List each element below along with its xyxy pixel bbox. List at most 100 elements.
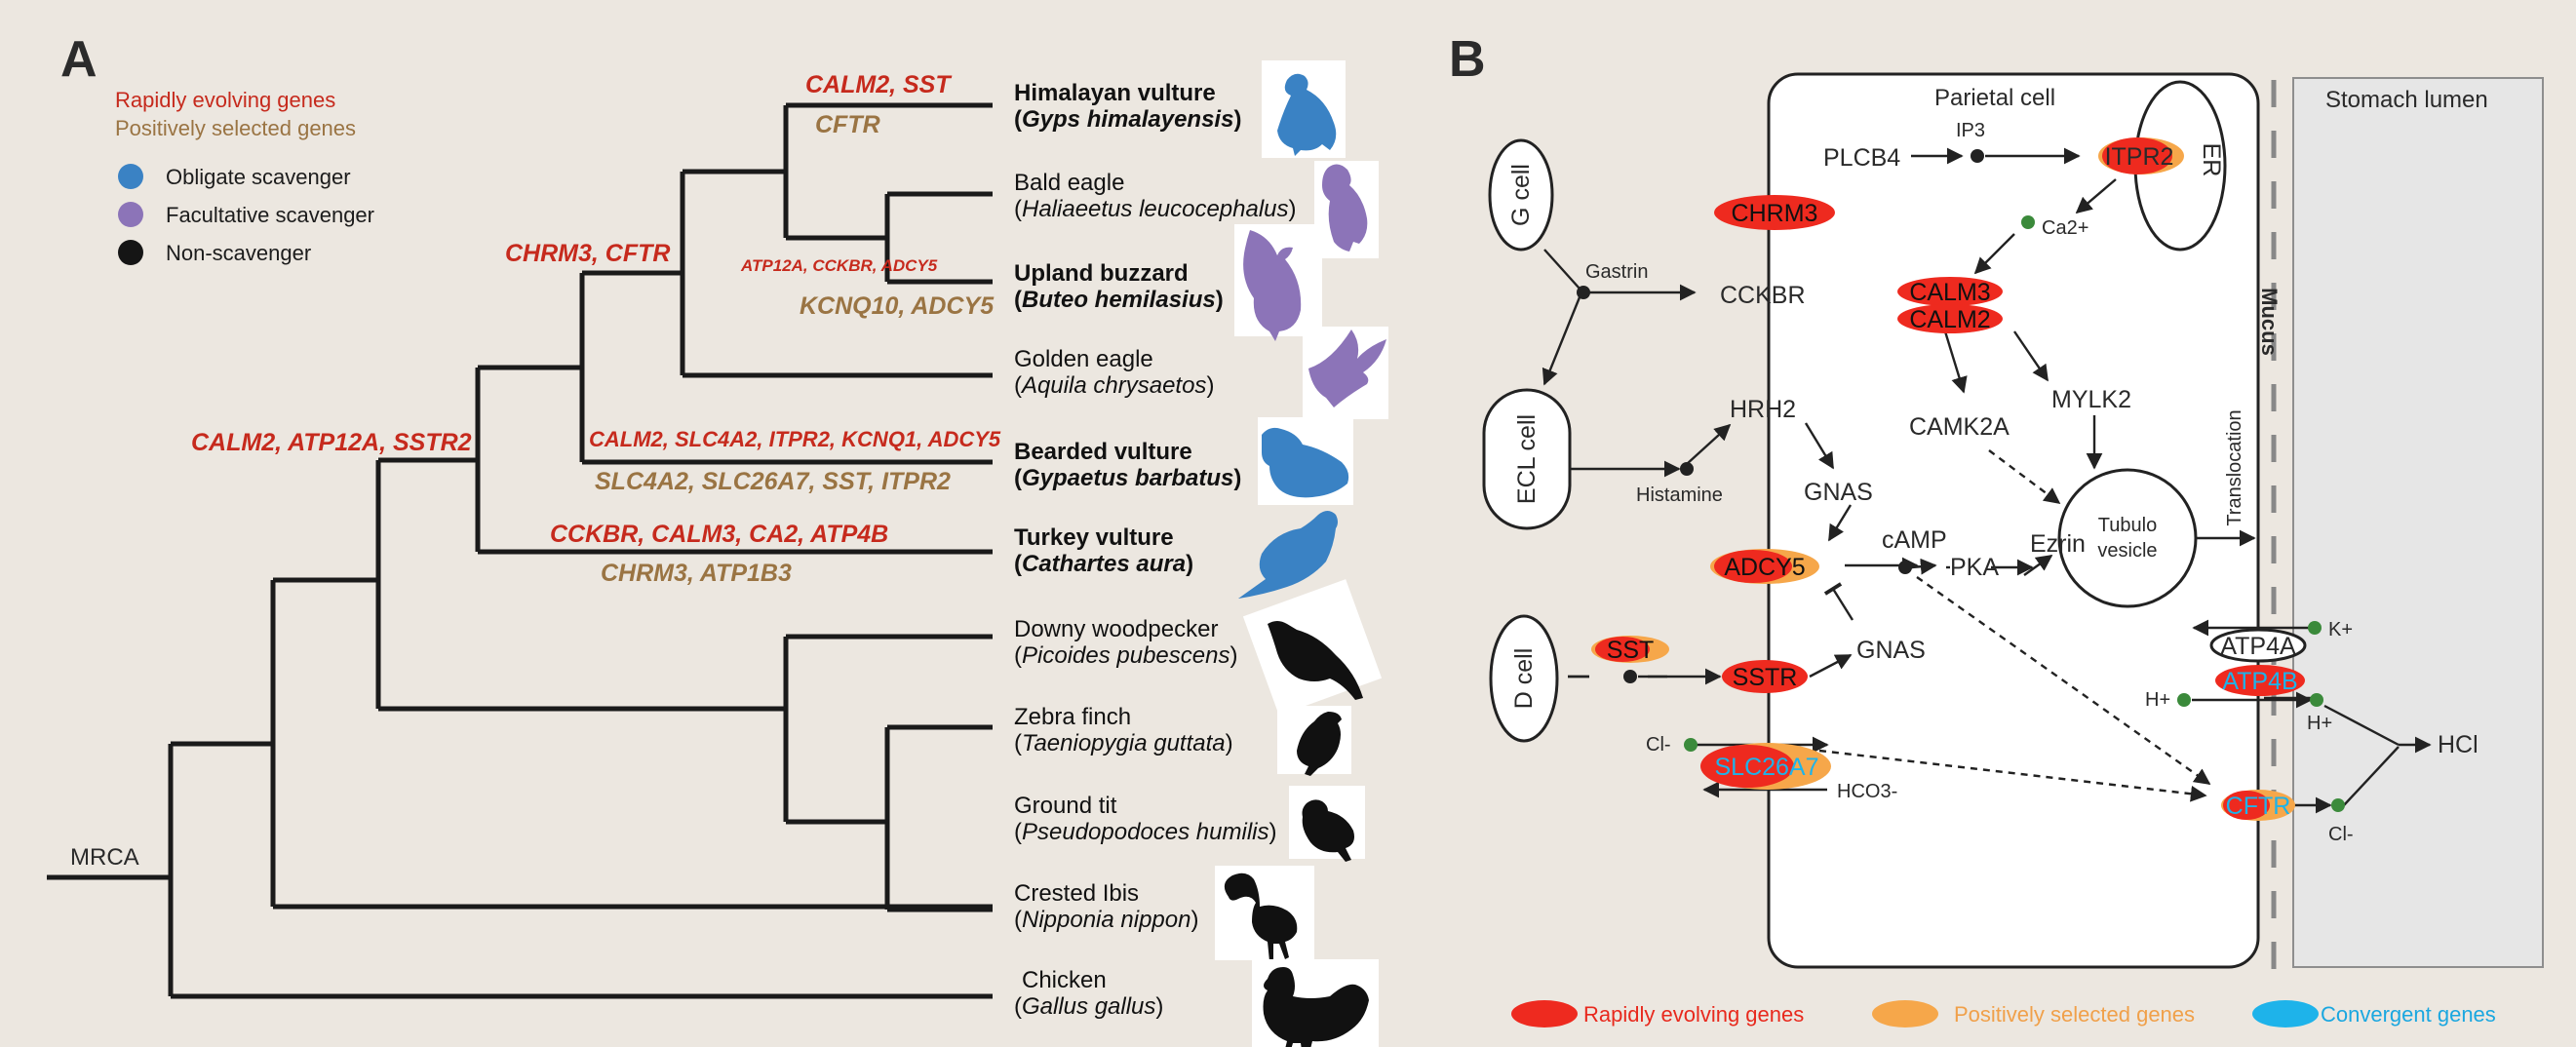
facultative-dot: [118, 202, 143, 227]
calm2-label: CALM2: [1909, 306, 1990, 333]
legend-rapid-a: Rapidly evolving genes: [115, 88, 335, 112]
gene-buzzard-positive: KCNQ10, ADCY5: [800, 292, 995, 320]
gastrin-label: Gastrin: [1585, 261, 1648, 283]
slc26a7-label: SLC26A7: [1714, 754, 1818, 781]
k-plus-label: K+: [2328, 619, 2353, 640]
finch-icon: [1297, 712, 1342, 776]
panel-b-legend: Rapidly evolving genes Positively select…: [1511, 1000, 2496, 1028]
legend-obligate: Obligate scavenger: [166, 165, 351, 189]
itpr2-marker-inner: [2102, 137, 2172, 174]
legend-positive-b: Positively selected genes: [1954, 1002, 2195, 1027]
calm3-label: CALM3: [1909, 279, 1990, 306]
eagle-icon: [1322, 164, 1368, 252]
sst-marker-inner: [1595, 637, 1650, 662]
species-common: Golden eagle: [1014, 346, 1153, 372]
species-latin: (Cathartes aura): [1014, 551, 1193, 577]
legend-convergent-swatch: [2252, 1000, 2319, 1028]
obligate-dot: [118, 164, 143, 189]
species-common: Crested Ibis: [1014, 880, 1139, 907]
g-cell-label: G cell: [1507, 164, 1535, 226]
gene-turkey-positive: CHRM3, ATP1B3: [601, 560, 792, 587]
legend-rapid-b: Rapidly evolving genes: [1583, 1002, 1804, 1027]
stomach-lumen-label: Stomach lumen: [2325, 87, 2488, 113]
species-common: Bearded vulture: [1014, 439, 1192, 465]
vulture-icon: [1277, 73, 1337, 156]
gene-turkey-rapid: CCKBR, CALM3, CA2, ATP4B: [550, 521, 888, 548]
gene-raptor-rapid: CALM2, ATP12A, SSTR2: [191, 429, 472, 456]
species-latin: (Gypaetus barbatus): [1014, 465, 1241, 491]
panel-b-letter: B: [1449, 31, 1486, 88]
species-common: Downy woodpecker: [1014, 616, 1218, 642]
ecl-cell: [1482, 388, 1572, 530]
chicken-icon: [1263, 967, 1369, 1047]
cl-out-label: Cl-: [2328, 824, 2354, 845]
species-latin: (Haliaeetus leucocephalus): [1014, 196, 1297, 222]
sstr-marker: [1722, 660, 1808, 693]
legend-rapid-swatch: [1511, 1000, 1578, 1028]
species-latin: (Nipponia nippon): [1014, 907, 1198, 933]
d-cell: [1489, 614, 1559, 743]
itpr2-label: ITPR2: [2105, 143, 2174, 171]
vesicle-label: vesicle: [2097, 540, 2157, 562]
bird-silhouettes: [1215, 60, 1388, 1047]
panel-a-letter: A: [60, 31, 98, 88]
parietal-cell-label: Parietal cell: [1934, 85, 2055, 111]
sstr-label: SSTR: [1733, 664, 1798, 691]
calm2-marker: [1897, 304, 2003, 333]
d-cell-label: D cell: [1510, 648, 1538, 710]
camk2a-label: CAMK2A: [1909, 413, 2010, 441]
pathway-labels: Gastrin Histamine CCKBR HRH2 CHRM3 PLCB4…: [1585, 120, 2478, 845]
parietal-cell: [1767, 72, 2260, 969]
legend-facultative: Facultative scavenger: [166, 203, 374, 227]
woodpecker-icon: [1268, 621, 1363, 700]
metabolite-dots: [1577, 149, 2345, 812]
gene-bearded-positive: SLC4A2, SLC26A7, SST, ITPR2: [595, 468, 951, 495]
atp4a-marker: [2209, 628, 2307, 663]
species-latin: (Aquila chrysaetos): [1014, 372, 1214, 399]
ecl-cell-label: ECL cell: [1513, 414, 1541, 504]
gnas-lower-label: GNAS: [1856, 637, 1926, 664]
legend-positive-a: Positively selected genes: [115, 116, 356, 140]
species-common: Chicken: [1022, 967, 1107, 993]
chrm3-label: CHRM3: [1732, 200, 1818, 227]
non-scavenger-dot: [118, 240, 143, 265]
histamine-label: Histamine: [1636, 485, 1723, 506]
ground-tit-icon: [1302, 799, 1354, 862]
cftr-label: CFTR: [2226, 793, 2291, 820]
panel-a: A Rapidly evolving genes Positively sele…: [47, 31, 1388, 1047]
adcy5-marker-inner: [1714, 550, 1792, 583]
species-labels: Himalayan vulture (Gyps himalayensis) Ba…: [1014, 80, 1297, 1020]
gene-eagles-rapid: ATP12A, CCKBR, ADCY5: [740, 256, 938, 275]
translocation-label: Translocation: [2224, 409, 2245, 525]
golden-eagle-icon: [1308, 330, 1386, 407]
mucus-label: Mucus: [2257, 288, 2282, 356]
cckbr-label: CCKBR: [1720, 282, 1806, 309]
species-common: Zebra finch: [1014, 704, 1131, 730]
gene-himalayan-positive: CFTR: [815, 111, 880, 138]
species-latin: (Taeniopygia guttata): [1014, 730, 1233, 756]
buzzard-icon: [1243, 230, 1302, 341]
gnas-upper-label: GNAS: [1804, 479, 1873, 506]
species-latin: (Buteo hemilasius): [1014, 287, 1224, 313]
er-label: ER: [2198, 143, 2225, 177]
hcl-label: HCl: [2438, 731, 2478, 758]
stomach-lumen: [2292, 77, 2544, 968]
species-latin: (Picoides pubescens): [1014, 642, 1237, 669]
camp-label: cAMP: [1882, 526, 1947, 554]
mrca-label: MRCA: [70, 844, 139, 871]
mylk2-label: MYLK2: [2051, 386, 2131, 413]
species-latin: (Pseudopodoces humilis): [1014, 819, 1277, 845]
sst-label: SST: [1607, 637, 1655, 664]
tubulo-label: Tubulo: [2098, 515, 2157, 536]
ezrin-label: Ezrin: [2030, 530, 2086, 558]
phylogenetic-tree: [47, 102, 993, 999]
cftr-marker-inner: [2223, 791, 2270, 820]
legend-positive-swatch: [1872, 1000, 1938, 1028]
g-cell: [1488, 138, 1554, 252]
gene-accipitrid-rapid: CHRM3, CFTR: [505, 240, 670, 267]
gene-bearded-rapid: CALM2, SLC4A2, ITPR2, KCNQ1, ADCY5: [589, 427, 1001, 451]
atp4b-label: ATP4B: [2222, 668, 2297, 695]
chrm3-marker: [1714, 195, 1835, 230]
atp4b-marker: [2215, 665, 2305, 696]
